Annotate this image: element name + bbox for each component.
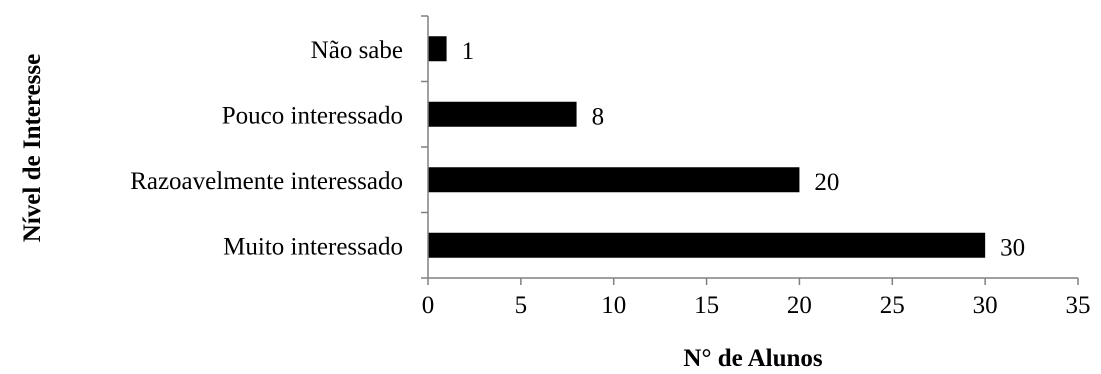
data-labels: 30 20 8 1 — [462, 38, 1026, 262]
bar — [428, 36, 447, 62]
x-tick-label: 5 — [515, 292, 528, 319]
x-tick-label: 0 — [422, 292, 435, 319]
data-label: 20 — [814, 169, 839, 196]
bars-group — [428, 36, 986, 258]
bar — [428, 167, 800, 193]
y-axis-title: Nível de Interesse — [19, 54, 46, 242]
category-label: Não sabe — [311, 37, 403, 64]
category-label: Pouco interessado — [222, 102, 403, 129]
category-labels: Muito interessado Razoavelmente interessa… — [130, 37, 403, 261]
category-label: Muito interessado — [223, 233, 403, 260]
axes-group — [421, 15, 1079, 285]
data-label: 8 — [592, 103, 605, 130]
x-tick-label: 25 — [880, 292, 905, 319]
x-tick-label: 15 — [694, 292, 719, 319]
x-tick-labels: 0 5 10 15 20 25 30 35 — [422, 292, 1091, 319]
x-axis-title: N° de Alunos — [683, 345, 822, 372]
x-tick-label: 30 — [973, 292, 998, 319]
category-label: Razoavelmente interessado — [130, 168, 403, 195]
data-label: 1 — [462, 38, 475, 65]
data-label: 30 — [1000, 234, 1025, 261]
x-tick-label: 20 — [787, 292, 812, 319]
x-tick-label: 35 — [1066, 292, 1091, 319]
bar — [428, 232, 986, 258]
bar — [428, 101, 577, 127]
x-tick-label: 10 — [601, 292, 626, 319]
